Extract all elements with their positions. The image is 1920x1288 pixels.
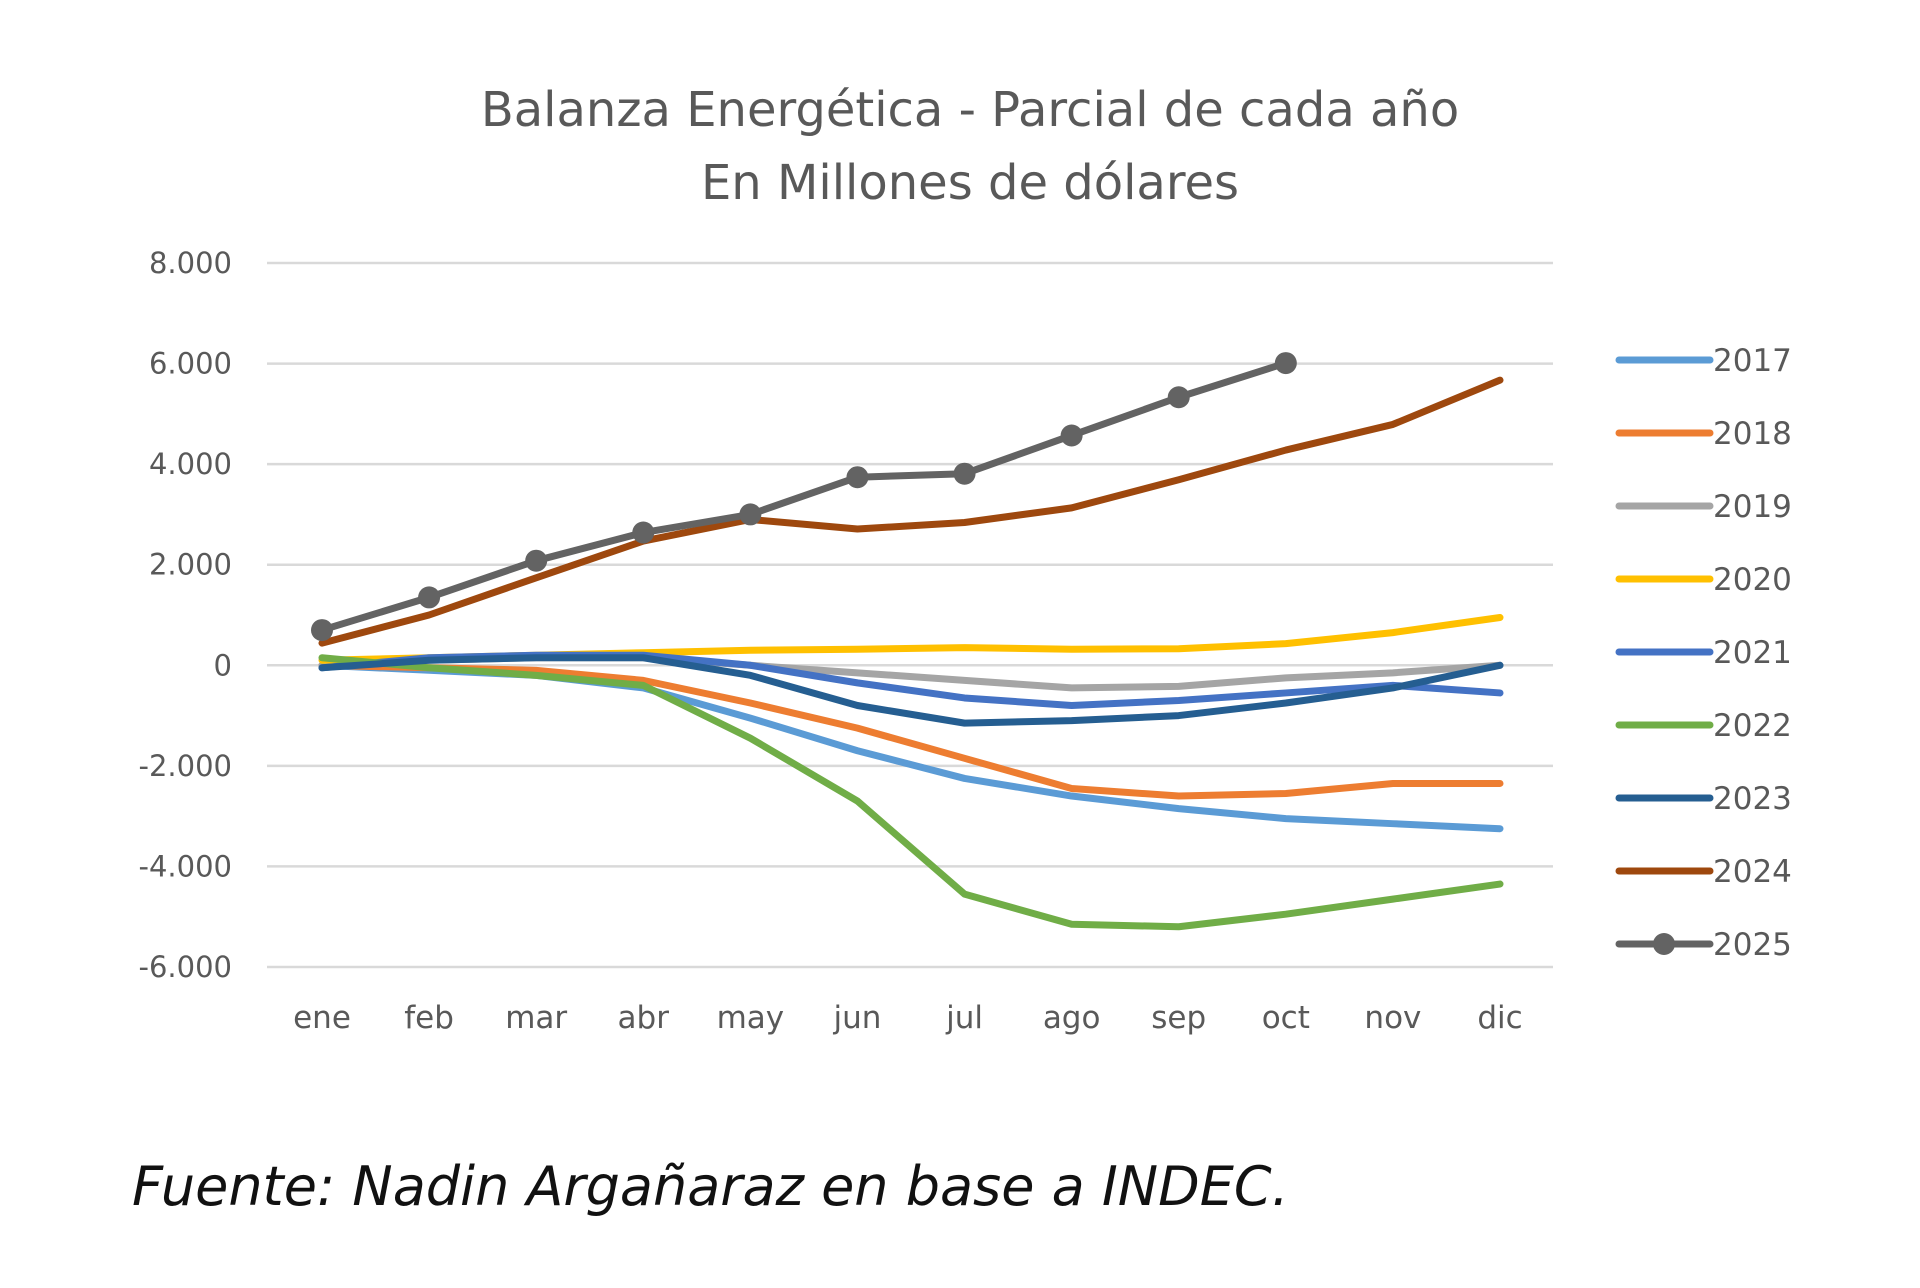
data-point-2025 <box>1167 386 1190 409</box>
x-tick-label: jul <box>945 1000 983 1036</box>
y-tick-label: 6.000 <box>149 347 232 381</box>
x-tick-label: nov <box>1364 1000 1421 1036</box>
x-tick-label: mar <box>505 1000 567 1036</box>
chart-title: Balanza Energética - Parcial de cada año <box>480 82 1460 138</box>
legend-label: 2018 <box>1713 416 1792 452</box>
y-tick-label: -2.000 <box>139 749 233 783</box>
legend-label: 2024 <box>1713 854 1792 890</box>
x-tick-label: may <box>717 1000 785 1036</box>
y-tick-label: 4.000 <box>149 447 232 481</box>
y-tick-label: 8.000 <box>149 246 232 280</box>
data-point-2025 <box>739 503 762 526</box>
x-tick-label: abr <box>618 1000 670 1036</box>
y-tick-label: -6.000 <box>139 950 233 984</box>
data-point-2025 <box>1274 352 1297 375</box>
x-tick-label: sep <box>1151 1000 1206 1036</box>
legend-marker-2025 <box>1653 933 1675 955</box>
legend-label: 2023 <box>1713 781 1792 817</box>
data-point-2025 <box>632 521 655 544</box>
y-tick-label: 0 <box>214 648 232 682</box>
legend-label: 2022 <box>1713 708 1792 744</box>
x-tick-label: ago <box>1043 1000 1101 1036</box>
x-tick-label: feb <box>404 1000 454 1036</box>
series-line-2025 <box>318 359 1290 634</box>
data-point-2025 <box>525 549 548 572</box>
legend-label: 2020 <box>1713 562 1792 598</box>
legend-label: 2025 <box>1713 927 1792 963</box>
data-point-2025 <box>418 586 441 609</box>
chart-subtitle: En Millones de dólares <box>700 155 1240 211</box>
legend-label: 2019 <box>1713 489 1792 525</box>
legend-label: 2021 <box>1713 635 1792 671</box>
series-line-2022 <box>318 654 1504 931</box>
series-line-2024 <box>318 376 1504 647</box>
data-point-2025 <box>953 462 976 485</box>
y-tick-label: 2.000 <box>149 548 232 582</box>
series-line-2018 <box>318 661 1504 800</box>
y-tick-label: -4.000 <box>139 849 233 883</box>
data-point-2025 <box>1060 424 1083 447</box>
source-note: Fuente: Nadin Argañaraz en base a INDEC. <box>132 1155 1289 1218</box>
x-tick-label: dic <box>1477 1000 1522 1036</box>
x-tick-label: jun <box>832 1000 881 1036</box>
series-line-2023 <box>318 654 1504 727</box>
legend-label: 2017 <box>1713 343 1792 379</box>
x-tick-label: ene <box>293 1000 351 1036</box>
data-point-2025 <box>311 619 333 642</box>
x-tick-label: oct <box>1262 1000 1310 1036</box>
data-point-2025 <box>846 466 869 489</box>
